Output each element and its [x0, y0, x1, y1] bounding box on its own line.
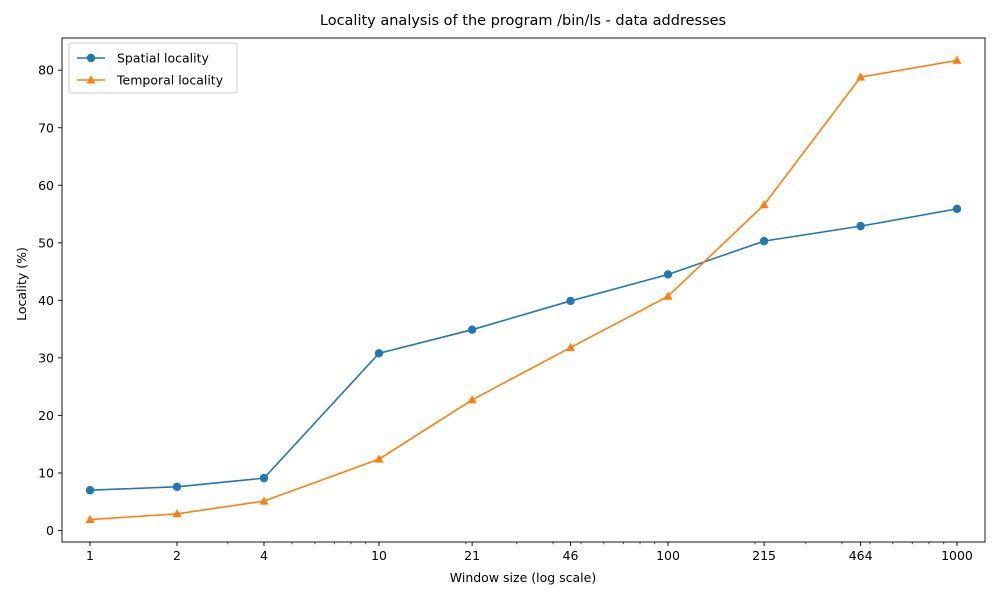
series-2-point [374, 454, 384, 463]
series-2-point [663, 291, 673, 300]
y-tick-label: 70 [38, 120, 54, 135]
y-tick-label: 10 [38, 465, 54, 480]
y-tick-label: 50 [38, 235, 54, 250]
series-2-point [565, 342, 576, 351]
y-tick-label: 30 [38, 350, 54, 365]
series-2-point [259, 496, 269, 505]
series-2-point [759, 200, 769, 209]
series-2 [85, 55, 962, 524]
series-1-point [85, 486, 95, 495]
plot-frame [61, 37, 986, 543]
y-tick-label: 20 [38, 408, 54, 423]
series-2-point [172, 509, 182, 518]
y-tick-label: 0 [46, 523, 54, 538]
x-tick-label: 10 [371, 548, 387, 563]
legend: Spatial locality Temporal locality [68, 42, 238, 94]
x-tick-label: 100 [656, 548, 680, 563]
legend-swatch-marker [86, 53, 96, 63]
series-1-line [89, 208, 958, 492]
x-tick-label: 1000 [941, 548, 973, 563]
chart-title: Locality analysis of the program /bin/ls… [320, 13, 726, 29]
series-2-point [85, 514, 95, 524]
x-tick-label: 1 [86, 548, 94, 563]
y-tick-label: 60 [38, 178, 54, 193]
y-axis-label: Locality (%) [14, 247, 29, 321]
x-tick-label: 2 [173, 548, 181, 563]
legend-swatch-marker [86, 75, 96, 84]
series-1-point [663, 270, 673, 279]
series-1-point [759, 236, 769, 246]
series-1-point [566, 296, 575, 306]
y-tick-label: 40 [38, 293, 54, 308]
series-2-line [89, 59, 958, 521]
x-tick-label: 464 [849, 548, 873, 563]
series-1-point [374, 349, 384, 358]
series-1-point [856, 221, 865, 231]
legend-box [68, 42, 238, 94]
x-tick-label: 215 [752, 548, 776, 563]
x-tick-label: 21 [464, 548, 480, 563]
x-tick-label: 46 [563, 548, 579, 563]
series-2-point [952, 55, 962, 64]
x-axis-label: Window size (log scale) [450, 570, 596, 585]
legend-entry-label: Spatial locality [117, 51, 210, 66]
legend-entry-label: Temporal locality [116, 73, 224, 88]
series-2-point [856, 72, 866, 81]
y-tick-label: 80 [38, 63, 54, 78]
series-1-point [467, 325, 477, 334]
series-1-point [952, 204, 962, 214]
x-tick-label: 4 [260, 548, 268, 563]
series-2-point [467, 395, 477, 404]
series-1 [85, 204, 962, 495]
series-1-point [259, 473, 269, 483]
series-1-point [172, 482, 182, 491]
